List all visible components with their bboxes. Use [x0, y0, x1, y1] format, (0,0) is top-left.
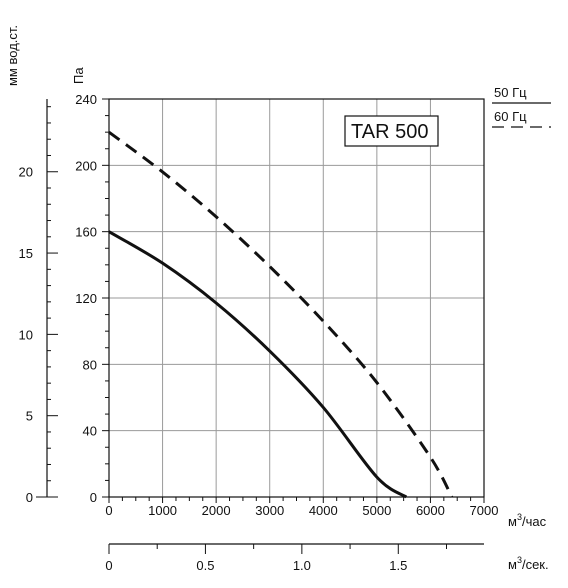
x-tick-label: 1000	[148, 503, 177, 518]
mm-tick-label: 0	[26, 490, 33, 505]
legend-item-60hz: 60 Гц	[494, 109, 527, 124]
series	[108, 130, 454, 499]
left-axis-label: мм вод.ст.	[5, 25, 20, 86]
series-line-60hz	[108, 130, 454, 498]
x-tick-label: 2000	[202, 503, 231, 518]
x-tick-label: 3000	[255, 503, 284, 518]
flow-axis-label: м3/час	[508, 512, 547, 529]
legend-item-50hz: 50 Гц	[494, 85, 527, 100]
x-tick-label: 0	[105, 503, 112, 518]
sec-tick-label: 1.0	[293, 558, 311, 573]
pa-tick-label: 0	[90, 490, 97, 505]
legend: 50 Гц 60 Гц	[492, 85, 551, 128]
sec-tick-label: 1.5	[389, 558, 407, 573]
x-tick-label: 5000	[362, 503, 391, 518]
model-label-box	[344, 115, 439, 147]
pa-tick-label: 40	[83, 424, 97, 439]
pa-tick-label: 240	[75, 92, 97, 107]
series-line-50hz	[108, 230, 408, 499]
grid	[109, 99, 484, 497]
mm-tick-label: 15	[19, 246, 33, 261]
pa-tick-label: 200	[75, 158, 97, 173]
sec-axis-label: м3/сек.	[508, 555, 549, 572]
model-label: TAR 500	[351, 121, 428, 143]
x-tick-label: 4000	[309, 503, 338, 518]
ticks	[36, 98, 485, 554]
mm-tick-label: 20	[19, 165, 33, 180]
mm-tick-label: 5	[26, 409, 33, 424]
pa-axis-label: Па	[71, 67, 86, 84]
x-tick-label: 7000	[470, 503, 499, 518]
x-tick-label: 6000	[416, 503, 445, 518]
mm-tick-label: 10	[19, 327, 33, 342]
sec-tick-label: 0.5	[196, 558, 214, 573]
pa-tick-label: 120	[75, 291, 97, 306]
sec-tick-label: 0	[105, 558, 112, 573]
pa-tick-label: 80	[83, 357, 97, 372]
tick-labels: 0 1000 2000 3000 4000 5000 6000 700004080120160…	[19, 92, 499, 573]
pa-tick-label: 160	[75, 225, 97, 240]
